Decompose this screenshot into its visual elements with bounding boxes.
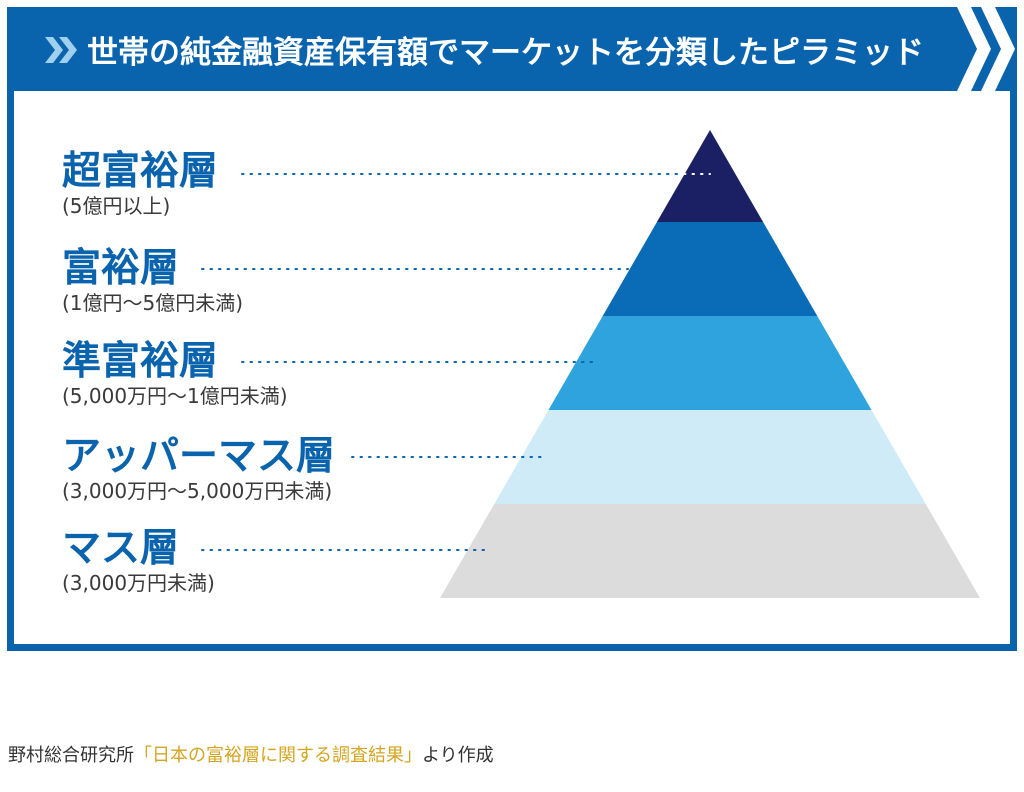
tier-label-ultra-wealthy: 超富裕層 (5億円以上): [62, 149, 219, 219]
source-credit: 野村総合研究所「日本の富裕層に関する調査結果」より作成: [8, 741, 494, 767]
tier-name: 準富裕層: [62, 339, 219, 384]
chevron-decoration-icon: [957, 7, 1015, 91]
tier-label-semi-wealthy: 準富裕層 (5,000万円〜1億円未満): [62, 339, 288, 409]
diagram-title: 世帯の純金融資産保有額でマーケットを分類したピラミッド: [87, 35, 924, 71]
source-suffix: より作成: [422, 745, 494, 766]
tier-name: 富裕層: [62, 246, 180, 291]
tier-range: (5,000万円〜1億円未満): [62, 384, 288, 408]
tier-name: マス層: [62, 526, 180, 571]
tier-range: (3,000万円〜5,000万円未満): [62, 479, 333, 503]
tier-name: アッパーマス層: [62, 434, 336, 479]
tier-label-upper-mass: アッパーマス層 (3,000万円〜5,000万円未満): [62, 434, 336, 504]
source-prefix: 野村総合研究所: [8, 745, 134, 766]
tier-label-mass: マス層 (3,000万円未満): [62, 526, 215, 596]
double-chevron-right-icon: [45, 37, 77, 63]
tier-range: (3,000万円未満): [62, 571, 215, 595]
tier-name: 超富裕層: [62, 149, 219, 194]
tier-range: (1億円〜5億円未満): [62, 291, 244, 315]
tier-range: (5億円以上): [62, 194, 171, 218]
header-bar: 世帯の純金融資産保有額でマーケットを分類したピラミッド: [7, 7, 1017, 91]
source-report-title: 「日本の富裕層に関する調査結果」: [134, 745, 422, 766]
tier-label-wealthy: 富裕層 (1億円〜5億円未満): [62, 246, 244, 316]
